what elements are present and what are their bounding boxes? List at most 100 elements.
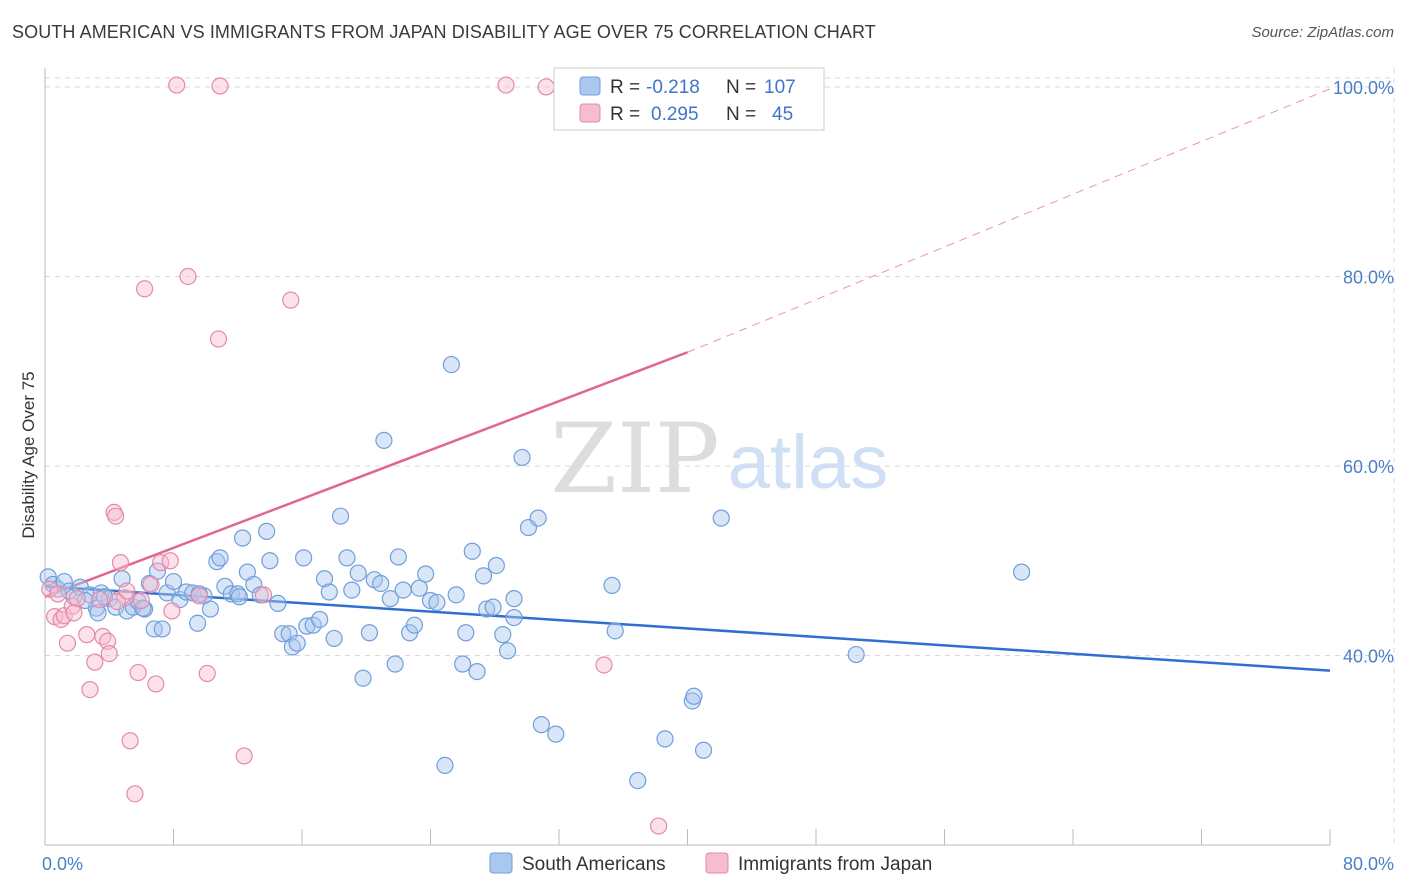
stats-r-value: -0.218 <box>646 77 700 98</box>
south-americans-point <box>381 590 399 608</box>
y-tick-label: 100.0% <box>1333 78 1394 98</box>
immigrants-japan-point <box>649 817 668 835</box>
immigrants-japan-point <box>161 552 179 570</box>
south-americans-point <box>389 548 407 566</box>
south-americans-point <box>274 625 292 643</box>
south-americans-point <box>354 669 372 687</box>
immigrants-japan-point <box>86 653 104 671</box>
trend-line-immigrants-japan <box>687 88 1331 353</box>
south-americans-point <box>229 585 247 603</box>
legend-swatch-immigrants-from-japan <box>705 852 729 874</box>
south-americans-point <box>360 624 379 642</box>
x-tick-label: 0.0% <box>42 854 83 874</box>
south-americans-point <box>532 716 550 734</box>
immigrants-japan-point <box>126 785 144 803</box>
south-americans-point <box>487 556 505 575</box>
south-americans-point <box>44 575 62 594</box>
immigrants-japan-point <box>65 604 83 622</box>
south-americans-point <box>320 583 338 601</box>
south-americans-point <box>315 570 334 588</box>
y-tick-label: 40.0% <box>1343 646 1394 666</box>
south-americans-point <box>606 622 624 640</box>
south-americans-point <box>457 624 475 642</box>
south-americans-point <box>349 564 367 582</box>
trend-lines <box>44 88 1331 672</box>
south-americans-point <box>331 507 350 525</box>
south-americans-point <box>258 522 276 540</box>
south-americans-point <box>201 600 220 618</box>
south-americans-point <box>494 626 512 644</box>
south-americans-point <box>311 610 329 629</box>
south-americans-point <box>269 594 287 612</box>
immigrants-japan-point <box>41 580 59 598</box>
x-tick-label: 80.0% <box>1343 854 1394 874</box>
stats-n-label: N = <box>726 77 756 98</box>
immigrants-japan-point <box>100 644 118 663</box>
stats-n-value: 107 <box>764 77 796 98</box>
south-americans-point <box>547 725 565 743</box>
immigrants-japan-point <box>211 77 229 95</box>
immigrants-japan-point <box>537 78 555 96</box>
south-americans-point <box>188 614 207 632</box>
south-americans-point <box>442 355 460 374</box>
south-americans-point <box>712 509 730 527</box>
south-americans-point <box>288 634 306 652</box>
south-americans-point <box>372 574 390 593</box>
stats-r-label: R = <box>610 104 640 125</box>
immigrants-japan-point <box>168 76 186 94</box>
south-americans-point <box>478 600 496 618</box>
immigrants-japan-point <box>595 656 613 674</box>
y-tick-label: 60.0% <box>1343 457 1394 477</box>
legend-swatch-south-americans <box>489 852 513 874</box>
south-americans-point <box>436 756 454 775</box>
immigrants-japan-point <box>147 675 165 693</box>
south-americans-point <box>410 579 428 597</box>
south-americans-point <box>421 591 440 610</box>
chart-source: Source: ZipAtlas.com <box>1251 24 1394 41</box>
immigrants-japan-point <box>68 590 86 608</box>
immigrants-japan-point <box>254 586 273 604</box>
south-americans-point <box>153 620 171 638</box>
immigrants-japan-point <box>497 76 515 94</box>
south-americans-point <box>694 741 713 759</box>
south-americans-point <box>386 655 404 673</box>
south-americans-point <box>394 581 412 599</box>
south-americans-point <box>529 509 547 527</box>
trend-line-immigrants-japan <box>44 351 688 598</box>
immigrants-japan-point <box>58 634 77 652</box>
south-americans-point <box>405 616 424 634</box>
immigrants-japan-point <box>282 291 300 309</box>
south-americans-point <box>230 588 248 606</box>
immigrants-japan-point <box>107 507 125 525</box>
south-americans-point <box>417 565 435 583</box>
stats-r-label: R = <box>610 77 640 98</box>
y-tick-label: 80.0% <box>1343 267 1394 287</box>
immigrants-japan-point <box>209 330 228 348</box>
immigrants-japan-point <box>94 627 112 646</box>
watermark-atlas: atlas <box>728 420 889 505</box>
south-americans-point <box>89 604 107 622</box>
immigrants-japan-point <box>111 554 130 572</box>
chart-title: SOUTH AMERICAN VS IMMIGRANTS FROM JAPAN … <box>12 22 876 42</box>
south-americans-point <box>505 590 523 608</box>
south-americans-point <box>295 549 313 567</box>
south-americans-point <box>513 448 531 467</box>
south-americans-point <box>499 642 517 660</box>
south-americans-point <box>603 576 621 594</box>
immigrants-japan-point <box>91 590 109 609</box>
south-americans-point <box>428 593 446 612</box>
immigrants-japan-point <box>135 280 154 298</box>
immigrants-japan-point <box>142 575 160 594</box>
legend-label-south-americans: South Americans <box>522 854 666 875</box>
south-americans-point <box>325 629 343 648</box>
immigrants-japan-point <box>163 602 181 620</box>
south-americans-point <box>484 598 502 616</box>
stats-r-value: 0.295 <box>651 104 699 125</box>
immigrants-japan-point <box>198 664 216 683</box>
immigrants-japan-point <box>179 267 197 286</box>
south-americans-point <box>233 529 252 547</box>
south-americans-point <box>505 608 523 627</box>
south-americans-point <box>343 581 361 599</box>
south-americans-point <box>1012 563 1031 581</box>
